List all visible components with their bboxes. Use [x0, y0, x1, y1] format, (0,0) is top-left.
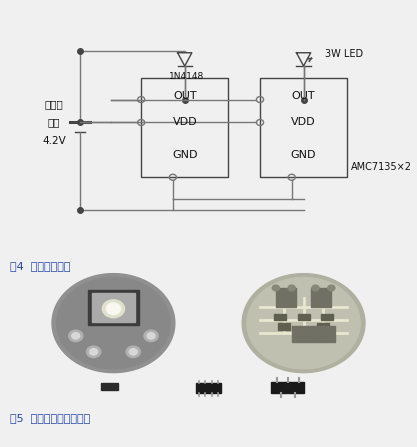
Circle shape	[312, 285, 319, 291]
Text: VDD: VDD	[291, 118, 316, 127]
Circle shape	[102, 300, 125, 318]
Circle shape	[72, 333, 80, 339]
Text: 图5  手电筒电路板及元件: 图5 手电筒电路板及元件	[10, 413, 90, 423]
Bar	[271, 382, 304, 393]
Polygon shape	[57, 278, 170, 369]
Polygon shape	[247, 278, 360, 369]
Text: VDD: VDD	[172, 118, 197, 127]
Bar	[141, 78, 229, 177]
Text: GND: GND	[291, 150, 317, 160]
Text: AMC7135×2: AMC7135×2	[351, 162, 412, 172]
Bar	[101, 383, 118, 390]
Text: 电池: 电池	[48, 118, 60, 127]
Circle shape	[144, 330, 158, 342]
Circle shape	[90, 349, 98, 355]
Text: 3W LED: 3W LED	[325, 50, 364, 59]
Circle shape	[328, 285, 335, 291]
Polygon shape	[242, 274, 365, 373]
Bar	[317, 323, 329, 329]
Bar	[260, 78, 347, 177]
Circle shape	[288, 285, 295, 291]
Circle shape	[147, 333, 155, 339]
Bar	[311, 288, 332, 307]
Bar	[92, 293, 135, 321]
Bar	[88, 290, 139, 325]
Bar	[298, 313, 309, 320]
Bar	[278, 323, 290, 329]
Bar	[274, 313, 286, 320]
Text: 4.2V: 4.2V	[42, 136, 66, 146]
Text: 1N4148: 1N4148	[169, 72, 204, 80]
Text: OUT: OUT	[173, 91, 196, 101]
Bar	[292, 326, 316, 342]
Text: OUT: OUT	[292, 91, 315, 101]
Circle shape	[106, 303, 121, 315]
Circle shape	[126, 346, 141, 358]
Circle shape	[272, 285, 279, 291]
Text: 单节锂: 单节锂	[45, 99, 63, 109]
Circle shape	[129, 349, 137, 355]
Text: GND: GND	[172, 150, 198, 160]
Circle shape	[69, 330, 83, 342]
Bar	[322, 313, 333, 320]
Bar	[316, 326, 335, 342]
Text: 图4  手电筒电路图: 图4 手电筒电路图	[10, 261, 71, 271]
Polygon shape	[52, 274, 175, 373]
Bar	[276, 288, 296, 307]
Bar	[196, 384, 221, 393]
Circle shape	[86, 346, 101, 358]
